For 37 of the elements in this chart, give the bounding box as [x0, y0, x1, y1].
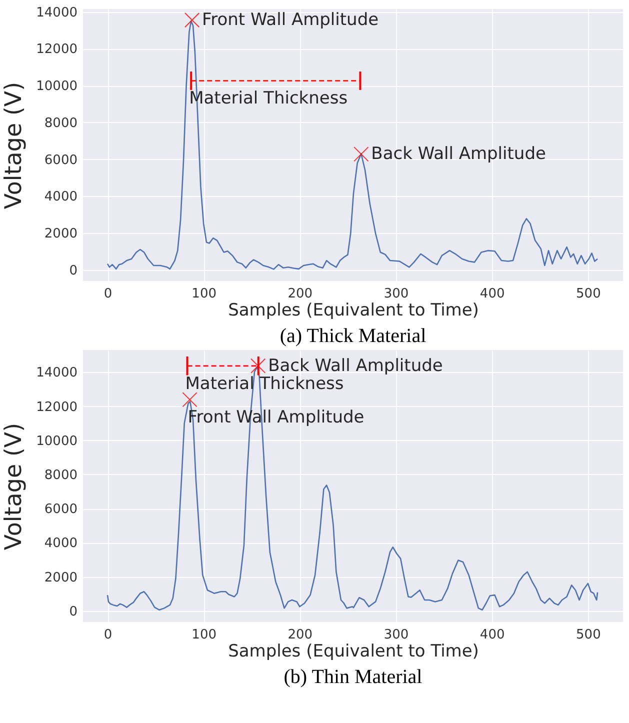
x-tick-label: 100: [192, 286, 216, 302]
x-tick-label: 500: [576, 628, 601, 642]
y-tick-label: 12000: [36, 400, 78, 415]
x-tick-label: 400: [480, 628, 505, 642]
y-axis-title: Voltage (V): [1, 422, 28, 550]
y-tick-label: 4000: [44, 190, 78, 205]
y-tick-label: 6000: [44, 502, 78, 518]
x-axis-title: Samples (Equivalent to Time): [228, 642, 479, 662]
x-tick-label: 100: [192, 628, 216, 642]
text: (a) Thick Material: [280, 325, 427, 347]
annotation: Back Wall Amplitude: [268, 356, 443, 376]
x-tick-label: 500: [576, 286, 601, 302]
x-tick-label: 200: [288, 286, 313, 302]
x-tick-label: 300: [384, 286, 409, 302]
x-axis-title: Samples (Equivalent to Time): [228, 300, 479, 320]
y-tick-label: 0: [69, 604, 78, 620]
x-tick-label: 300: [384, 628, 409, 642]
text: (b) Thin Material: [284, 666, 423, 688]
y-axis-title: Voltage (V): [1, 82, 28, 210]
x-tick-label: 0: [104, 628, 112, 642]
y-tick-label: 2000: [44, 226, 78, 242]
y-tick-label: 10000: [36, 79, 78, 94]
y-tick-label: 12000: [36, 42, 78, 58]
y-tick-label: 8000: [44, 116, 78, 131]
x-tick-label: 0: [104, 286, 112, 302]
y-tick-label: 8000: [44, 468, 78, 483]
annotation: Back Wall Amplitude: [371, 144, 546, 164]
y-tick-label: 6000: [44, 152, 78, 168]
y-tick-label: 14000: [36, 366, 78, 381]
y-tick-label: 2000: [44, 570, 78, 586]
x-tick-label: 200: [288, 628, 313, 642]
x-tick-label: 400: [480, 286, 505, 302]
annotation: Front Wall Amplitude: [202, 10, 379, 30]
y-tick-label: 14000: [36, 5, 78, 20]
y-tick-label: 10000: [36, 434, 78, 449]
y-tick-label: 0: [69, 263, 78, 278]
y-tick-label: 4000: [44, 536, 78, 552]
